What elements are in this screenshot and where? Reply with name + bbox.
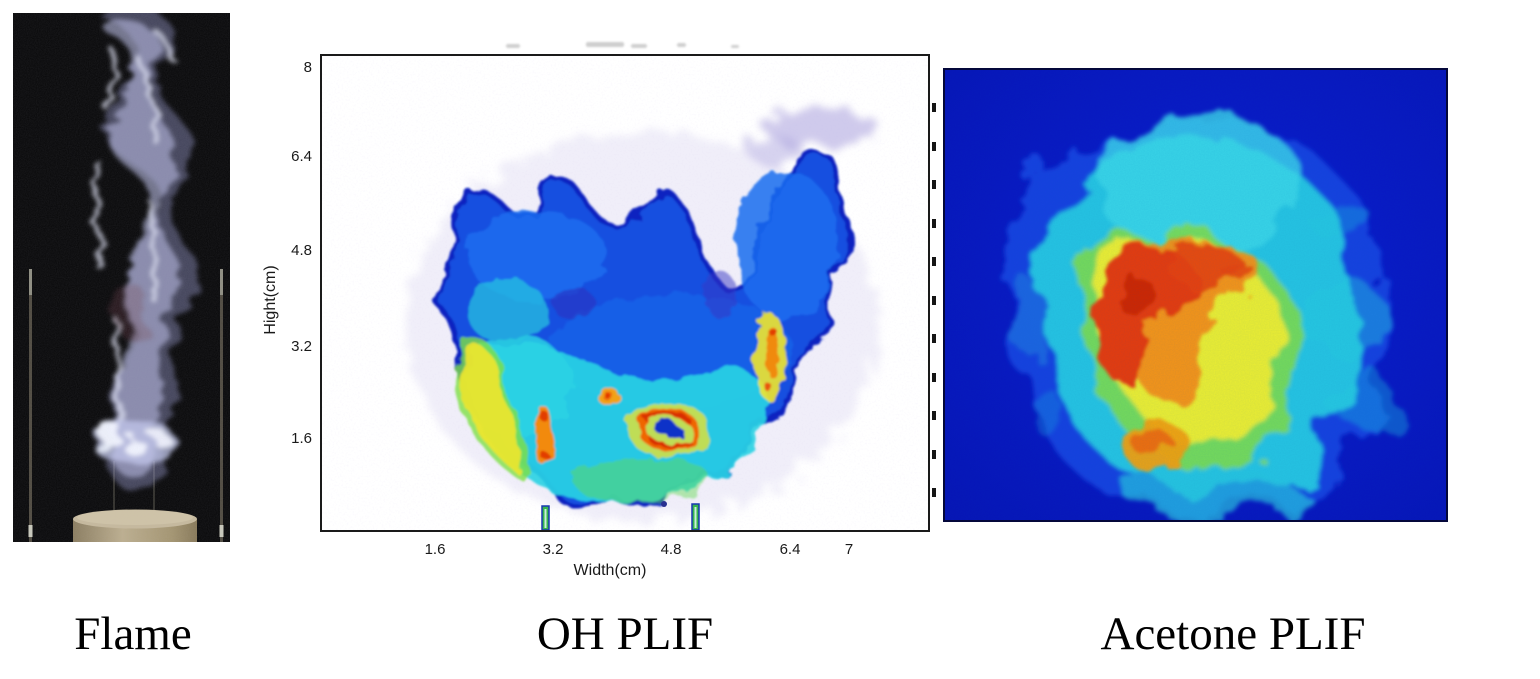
y-tick-label: 3.2: [291, 338, 312, 355]
tick-mark: [932, 180, 936, 189]
tick-mark: [932, 372, 936, 382]
x-axis-title: Width(cm): [573, 562, 647, 579]
x-tick-label: 4.8: [660, 541, 682, 558]
tick-mark: [932, 411, 936, 420]
y-axis-title: Hight(cm): [262, 265, 279, 335]
flame-photo-panel: [13, 13, 230, 542]
caption-acetone-plif: Acetone PLIF: [1100, 608, 1366, 660]
tick-mark: [932, 103, 936, 112]
y-tick-label: 6.4: [291, 148, 312, 165]
caption-flame: Flame: [74, 608, 192, 660]
tick-mark: [932, 257, 936, 266]
tick-mark: [932, 334, 936, 343]
y-tick-label: 1.6: [291, 430, 312, 447]
acetone-left-tick-marks: [932, 103, 937, 497]
oh-plif-heatmap: [322, 56, 928, 530]
y-tick-label: 4.8: [291, 242, 312, 259]
burner-slot-marks: [541, 501, 700, 530]
tick-mark: [932, 295, 936, 305]
x-tick-label: 1.6: [424, 541, 446, 558]
oh-flame-zone: [437, 151, 854, 509]
tick-mark: [932, 449, 936, 459]
caption-oh-plif: OH PLIF: [536, 608, 714, 660]
tick-mark: [932, 141, 936, 151]
acetone-plif-panel: [943, 68, 1448, 522]
x-tick-label: 3.2: [542, 541, 564, 558]
photo-grain: [13, 13, 230, 542]
oh-plif-plot-area: [320, 54, 930, 532]
acetone-border: [943, 68, 1448, 522]
flame-photo-image: [13, 13, 230, 542]
acetone-grain: [943, 68, 1448, 522]
x-tick-label: 6.4: [779, 541, 801, 558]
tick-mark: [932, 488, 936, 497]
x-tick-label: 7: [844, 541, 854, 558]
y-tick-label: 8: [303, 59, 312, 76]
acetone-plif-image-svg: [943, 68, 1448, 522]
tick-mark: [932, 218, 936, 228]
